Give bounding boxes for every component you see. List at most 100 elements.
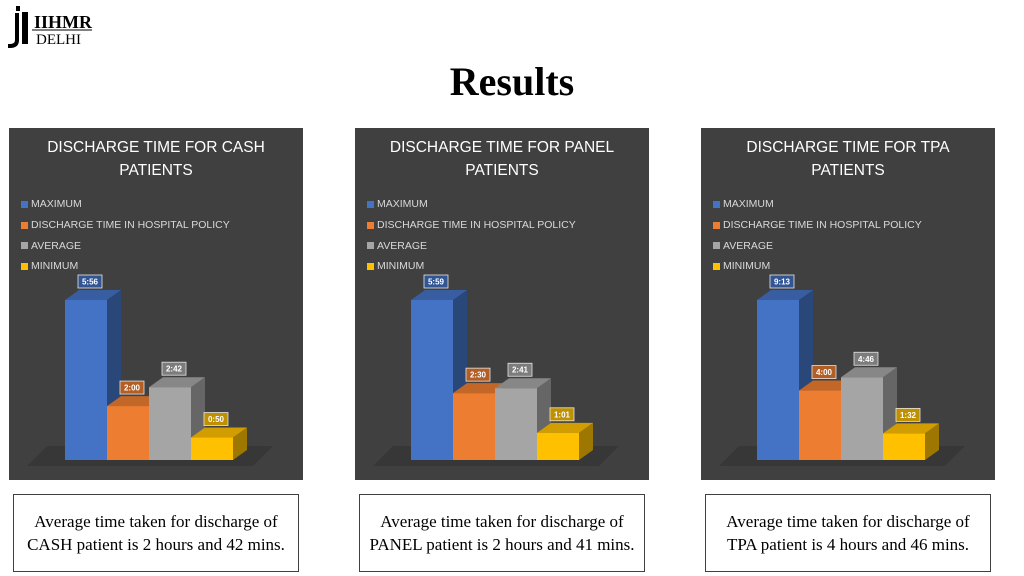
cash-caption: Average time taken for discharge of CASH… [13,494,299,572]
data-label-average: 2:41 [507,362,533,377]
iihmr-logo: IIHMR DELHI [8,6,93,48]
data-label-minimum: 1:01 [549,407,575,422]
legend-swatch-average [21,242,28,250]
data-label-text: 5:59 [428,278,445,287]
legend-label: AVERAGE [723,239,773,252]
legend-swatch-average [713,242,720,250]
bar-top [411,290,467,300]
data-label-text: 2:42 [166,365,183,374]
panel-chart-panel: 5:59 2:30 2:41 1:01 DISCHARGE TIME FOR PANE… [355,128,649,480]
bar-top [495,378,551,389]
data-label-average: 2:42 [161,361,187,376]
data-label-box [895,407,921,422]
legend-item-average: AVERAGE [367,235,576,256]
data-label-box [203,412,229,426]
bar-front [799,390,841,460]
bar-front [107,406,149,460]
bar-top [757,290,813,300]
legend-swatch-maximum [367,200,374,208]
legend-swatch-maximum [21,200,28,208]
bar-side [233,427,247,460]
legend-label: MINIMUM [377,260,425,273]
data-label-maximum: 5:56 [77,274,103,289]
data-label-maximum: 5:59 [423,274,449,289]
bar-top [65,290,121,300]
bar-front [537,432,579,460]
tpa-chart-legend: MAXIMUM DISCHARGE TIME IN HOSPITAL POLIC… [713,194,922,277]
data-label-text: 4:00 [816,368,833,377]
data-label-policy: 2:30 [465,367,491,382]
bar-front [191,437,233,460]
legend-label: MINIMUM [31,260,79,273]
bar-front [495,388,537,460]
legend-swatch-policy [367,221,374,229]
data-label-box [769,274,795,289]
legend-item-policy: DISCHARGE TIME IN HOSPITAL POLICY [713,215,922,236]
legend-item-maximum: MAXIMUM [713,194,922,215]
tpa-caption: Average time taken for discharge of TPA … [705,494,991,572]
bar-front [883,433,925,460]
legend-item-average: AVERAGE [21,235,230,256]
legend-swatch-policy [713,221,720,229]
legend-item-policy: DISCHARGE TIME IN HOSPITAL POLICY [367,215,576,236]
page-title: Results [449,59,575,104]
bar-minimum [191,427,247,460]
cash-chart-svg: 5:56 2:00 2:42 0:50 [27,274,273,466]
data-label-text: 1:32 [900,411,917,420]
legend-swatch-minimum [713,262,720,270]
data-label-box [811,365,837,379]
data-label-text: 9:13 [774,278,791,287]
bar-front [757,300,799,460]
legend-item-maximum: MAXIMUM [21,194,230,215]
data-label-box [853,351,879,366]
data-label-text: 2:41 [512,366,529,375]
logo-text-delhi: DELHI [36,32,81,48]
legend-item-minimum: MINIMUM [367,256,576,277]
legend-item-minimum: MINIMUM [21,256,230,277]
data-label-maximum: 9:13 [769,274,795,289]
bar-minimum [537,422,593,460]
data-label-text: 2:30 [470,371,487,380]
legend-label: AVERAGE [377,239,427,252]
legend-swatch-minimum [367,262,374,270]
bar-minimum [883,423,939,460]
data-label-box [423,274,449,289]
cash-chart-legend: MAXIMUM DISCHARGE TIME IN HOSPITAL POLIC… [21,194,230,277]
data-label-text: 4:46 [858,355,875,364]
data-label-text: 1:01 [554,410,571,419]
bar-side [579,422,593,460]
data-label-box [549,407,575,422]
data-label-average: 4:46 [853,351,879,366]
legend-item-minimum: MINIMUM [713,256,922,277]
legend-label: MINIMUM [723,260,771,273]
bar-front [149,387,191,460]
data-label-box [161,361,187,376]
legend-label: DISCHARGE TIME IN HOSPITAL POLICY [31,219,230,232]
data-label-text: 0:50 [208,415,225,424]
data-label-minimum: 1:32 [895,407,921,422]
legend-label: MAXIMUM [377,198,428,211]
bar-maximum [411,290,467,460]
data-label-box [77,274,103,289]
data-label-text: 2:00 [124,384,141,393]
legend-swatch-policy [21,221,28,229]
tpa-chart-title: DISCHARGE TIME FOR TPA PATIENTS [746,139,950,179]
legend-label: AVERAGE [31,239,81,252]
bar-top [149,377,205,388]
bar-average [495,378,551,460]
legend-item-policy: DISCHARGE TIME IN HOSPITAL POLICY [21,215,230,236]
legend-item-maximum: MAXIMUM [367,194,576,215]
panel-chart-legend: MAXIMUM DISCHARGE TIME IN HOSPITAL POLIC… [367,194,576,277]
data-label-text: 5:56 [82,278,99,287]
bar-front [65,300,107,460]
legend-swatch-average [367,242,374,250]
data-label-box [465,367,491,382]
bar-top [191,427,247,438]
legend-label: MAXIMUM [31,198,82,211]
bar-top [841,367,897,378]
data-label-box [119,380,145,395]
data-label-policy: 4:00 [811,365,837,379]
tpa-chart-svg: 9:13 4:00 4:46 1:32 [719,274,965,466]
cash-chart-panel: 5:56 2:00 2:42 0:50 DISCHARGE TIME FOR CASH… [9,128,303,480]
bar-front [453,393,495,460]
